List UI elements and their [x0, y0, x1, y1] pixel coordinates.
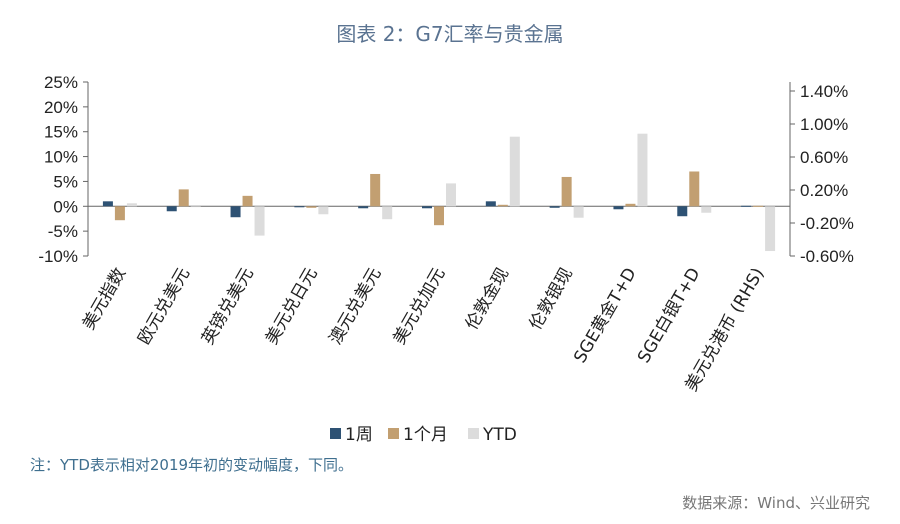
bar-1周-9	[677, 206, 688, 217]
left-tick-label: 25%	[44, 73, 78, 92]
bar-rhs-ytd	[765, 206, 776, 252]
bar-rhs-week	[741, 205, 752, 207]
bar-YTD-9	[701, 206, 712, 213]
category-label: 美元兑加元	[390, 265, 450, 349]
bar-1个月-4	[370, 173, 381, 207]
legend-label-2: YTD	[482, 425, 517, 445]
bar-YTD-6	[509, 136, 520, 207]
bar-1个月-2	[242, 195, 253, 207]
bar-1个月-5	[434, 206, 444, 226]
bar-1周-8	[613, 206, 624, 210]
bar-1周-1	[166, 206, 177, 212]
bar-1个月-1	[178, 189, 189, 207]
bar-1个月-8	[625, 203, 636, 207]
legend-swatch-2	[468, 428, 479, 439]
left-tick-label: -5%	[48, 222, 78, 241]
bar-1个月-6	[497, 204, 508, 207]
bar-YTD-8	[637, 133, 648, 207]
bar-1个月-9	[689, 171, 700, 207]
bar-1周-0	[102, 201, 113, 207]
category-label: 美元兑日元	[262, 265, 322, 349]
bar-1周-7	[549, 206, 560, 208]
bar-1周-3	[294, 206, 305, 208]
chart-note: 注：YTD表示相对2019年初的变动幅度，下同。	[30, 456, 354, 474]
bar-YTD-0	[126, 203, 137, 207]
bar-1个月-0	[114, 206, 125, 221]
category-label: 欧元兑美元	[134, 265, 194, 349]
bar-1周-4	[358, 206, 369, 209]
left-tick-label: -10%	[38, 247, 78, 266]
category-label: 伦敦银现	[526, 265, 577, 334]
right-tick-label: 1.00%	[800, 115, 848, 134]
left-tick-label: 5%	[53, 172, 78, 191]
category-label: 美元指数	[79, 265, 130, 334]
bar-1个月-7	[561, 176, 572, 207]
left-tick-label: 10%	[44, 148, 78, 167]
chart-title: 图表 2：G7汇率与贵金属	[336, 22, 564, 46]
category-label: 英镑兑美元	[198, 265, 258, 349]
bar-YTD-5	[446, 183, 456, 207]
bar-YTD-7	[573, 206, 584, 218]
bar-YTD-2	[254, 206, 265, 236]
bar-1周-2	[230, 206, 241, 218]
right-tick-label: 0.20%	[800, 181, 848, 200]
bar-YTD-1	[190, 206, 201, 208]
right-tick-label: -0.20%	[800, 214, 854, 233]
bar-1周-6	[485, 201, 496, 207]
right-tick-label: 0.60%	[800, 148, 848, 167]
bar-1个月-3	[306, 206, 317, 208]
legend-label-0: 1周	[345, 425, 373, 445]
bar-YTD-4	[382, 206, 393, 220]
bar-1周-5	[422, 206, 432, 209]
legend-swatch-0	[330, 428, 341, 439]
legend-label-1: 1个月	[403, 425, 448, 445]
bar-YTD-3	[318, 206, 329, 215]
data-source: 数据来源：Wind、兴业研究	[682, 494, 870, 512]
left-tick-label: 20%	[44, 98, 78, 117]
category-label: SGE黄金T+D	[570, 265, 641, 367]
legend-swatch-1	[388, 428, 399, 439]
category-label: 澳元兑美元	[326, 265, 386, 349]
left-tick-label: 15%	[44, 123, 78, 142]
category-label: 伦敦金现	[462, 265, 513, 334]
bar-rhs-month	[753, 205, 764, 207]
left-tick-label: 0%	[53, 197, 78, 216]
category-label: SGE白银T+D	[634, 265, 705, 367]
right-tick-label: 1.40%	[800, 82, 848, 101]
right-tick-label: -0.60%	[800, 247, 854, 266]
